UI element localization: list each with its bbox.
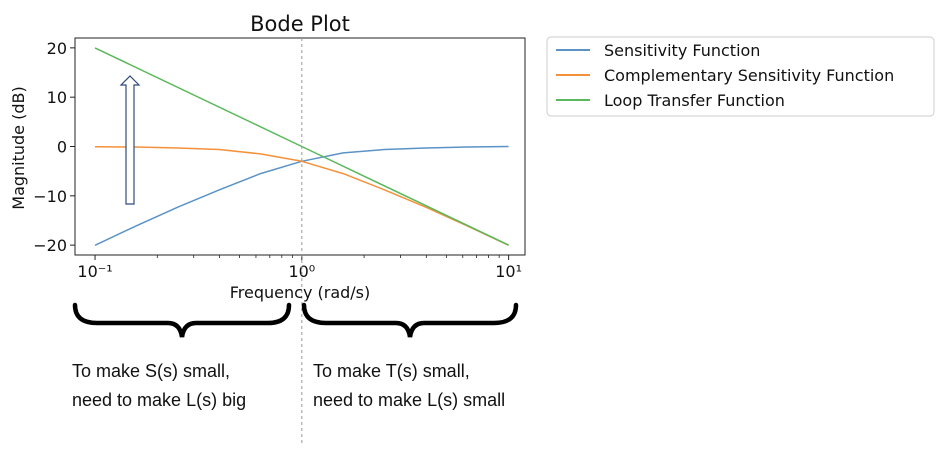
legend-label-loop: Loop Transfer Function bbox=[604, 91, 785, 110]
right-annotation-line1: To make T(s) small, bbox=[313, 361, 470, 381]
x-tick-label: 10¹ bbox=[495, 262, 522, 281]
axis-ticks: 20 10 0 −10 −20 10⁻¹ 10⁰ 10¹ bbox=[33, 39, 522, 281]
x-tick-label: 10⁻¹ bbox=[77, 262, 112, 281]
right-curly-brace bbox=[301, 302, 519, 338]
legend: Sensitivity Function Complementary Sensi… bbox=[546, 36, 935, 117]
legend-box bbox=[546, 36, 935, 117]
x-tick-label: 10⁰ bbox=[288, 262, 315, 281]
y-tick-label: 0 bbox=[57, 138, 67, 157]
x-axis-label: Frequency (rad/s) bbox=[230, 283, 371, 302]
left-curly-brace bbox=[72, 302, 292, 338]
series-line-complementary-sensitivity-function bbox=[94, 145, 509, 246]
left-annotation-line1: To make S(s) small, bbox=[72, 361, 230, 381]
legend-label-complementary: Complementary Sensitivity Function bbox=[604, 66, 894, 85]
y-tick-label: −20 bbox=[33, 236, 67, 255]
y-tick-label: 20 bbox=[47, 39, 67, 58]
y-tick-label: 10 bbox=[47, 88, 67, 107]
chart-title: Bode Plot bbox=[250, 12, 350, 36]
legend-label-sensitivity: Sensitivity Function bbox=[604, 41, 760, 60]
y-axis-label: Magnitude (dB) bbox=[9, 86, 28, 209]
up-arrow-icon bbox=[119, 75, 141, 205]
y-tick-label: −10 bbox=[33, 187, 67, 206]
right-annotation-line2: need to make L(s) small bbox=[313, 390, 505, 410]
left-annotation-line2: need to make L(s) big bbox=[72, 390, 246, 410]
